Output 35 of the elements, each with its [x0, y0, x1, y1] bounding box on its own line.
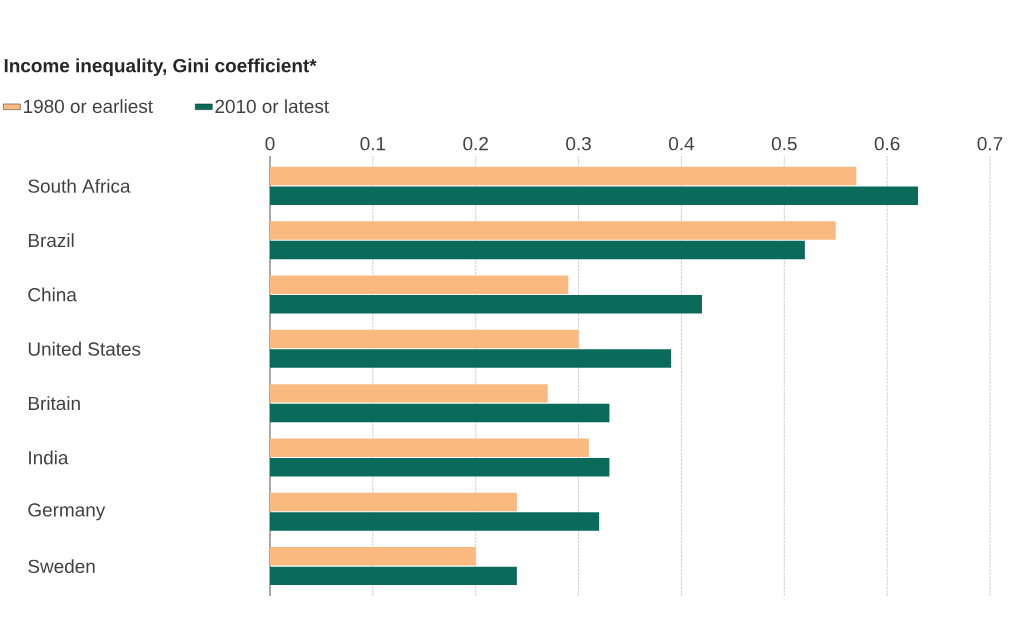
- bar: [270, 221, 836, 240]
- y-tick-label: South Africa: [28, 178, 131, 193]
- bar: [270, 240, 805, 260]
- legend-label: 1980 or earliest: [24, 99, 153, 114]
- bar: [270, 566, 517, 586]
- x-tick-label: 0: [265, 136, 275, 151]
- y-tick-label: India: [29, 450, 69, 465]
- bar: [270, 295, 703, 314]
- bar: [270, 547, 476, 566]
- x-tick-label: 0.6: [874, 136, 900, 151]
- x-tick-label: 0.3: [566, 136, 591, 151]
- y-tick-label: China: [28, 287, 77, 302]
- x-tick-label: 0.1: [360, 136, 386, 151]
- y-tick-label: United States: [28, 341, 141, 356]
- y-tick-label: Brazil: [28, 233, 74, 248]
- chart-title: Income inequality, Gini coefficient*: [4, 58, 317, 77]
- bar: [270, 349, 672, 368]
- legend-label: 2010 or latest: [215, 99, 329, 114]
- bar: [270, 275, 569, 294]
- bar: [270, 492, 517, 512]
- y-tick-label: Germany: [28, 503, 106, 521]
- bar: [270, 329, 579, 349]
- x-tick-label: 0.5: [771, 136, 797, 151]
- bar: [270, 512, 600, 531]
- bar: [270, 403, 610, 423]
- bar: [270, 166, 857, 186]
- bar: [270, 186, 919, 205]
- x-tick-label: 0.4: [669, 136, 695, 151]
- bar: [270, 384, 548, 403]
- x-tick-label: 0.2: [463, 136, 488, 151]
- x-tick-label: 0.7: [977, 136, 1003, 151]
- bar: [270, 438, 589, 457]
- bar: [270, 458, 610, 477]
- y-tick-label: Sweden: [28, 559, 95, 574]
- y-tick-label: Britain: [28, 396, 80, 411]
